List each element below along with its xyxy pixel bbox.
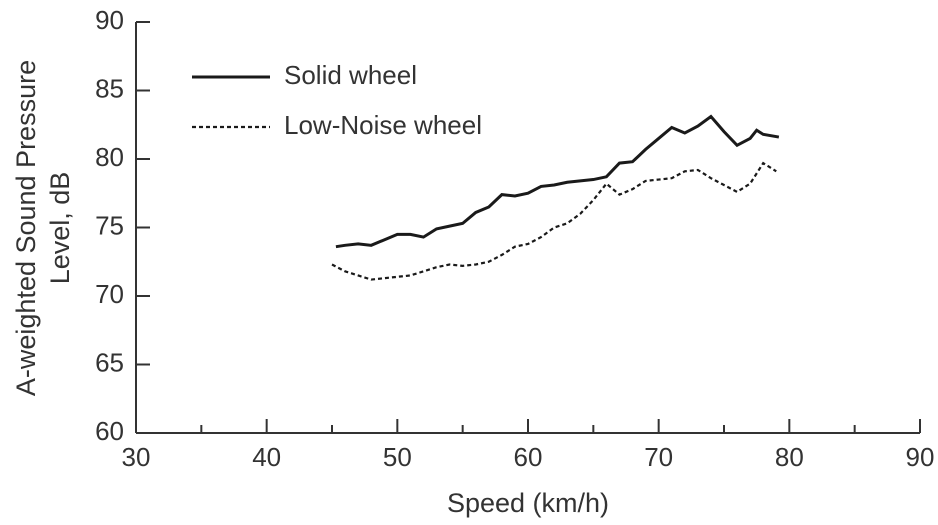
x-tick-label: 60 <box>514 442 543 472</box>
x-tick-label: 90 <box>906 442 935 472</box>
y-tick-label: 60 <box>95 416 124 446</box>
y-tick-label: 80 <box>95 142 124 172</box>
y-tick-label: 90 <box>95 5 124 35</box>
x-axis-label: Speed (km/h) <box>447 488 609 518</box>
legend-label: Low-Noise wheel <box>284 110 482 140</box>
series-line <box>335 114 780 249</box>
y-axis-label: Level, dB <box>45 172 75 285</box>
y-tick-label: 65 <box>95 347 124 377</box>
y-tick-label: 75 <box>95 210 124 240</box>
x-tick-label: 30 <box>122 442 151 472</box>
x-tick-label: 40 <box>252 442 281 472</box>
series-line <box>331 161 777 281</box>
legend-label: Solid wheel <box>284 60 417 90</box>
y-tick-label: 70 <box>95 279 124 309</box>
y-tick-label: 85 <box>95 73 124 103</box>
x-tick-label: 70 <box>644 442 673 472</box>
x-tick-label: 50 <box>383 442 412 472</box>
y-axis-label: A-weighted Sound Pressure <box>11 60 41 396</box>
x-tick-label: 80 <box>775 442 804 472</box>
